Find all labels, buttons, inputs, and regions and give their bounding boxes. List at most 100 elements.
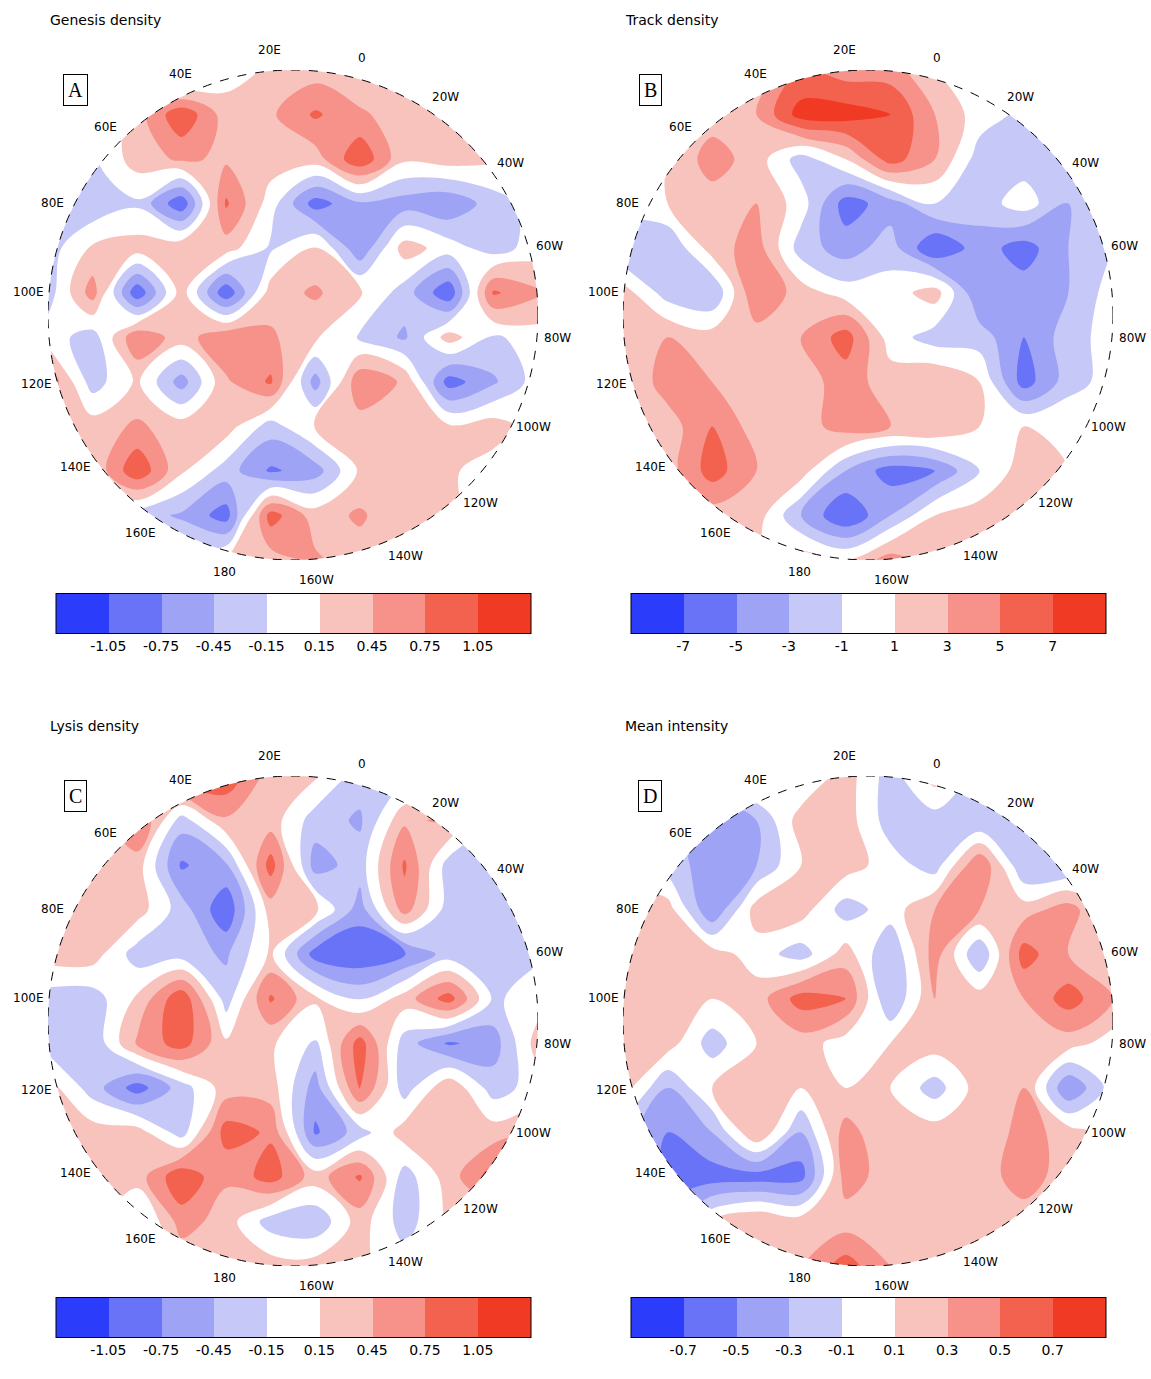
svg-text:120W: 120W [1038,1202,1073,1216]
svg-text:-3: -3 [782,638,796,654]
svg-text:20E: 20E [833,43,856,57]
svg-text:0.75: 0.75 [409,638,440,654]
svg-text:120E: 120E [596,1083,627,1097]
svg-text:80W: 80W [1119,1037,1146,1051]
svg-text:20W: 20W [432,796,459,810]
svg-text:140E: 140E [60,460,91,474]
svg-text:40E: 40E [169,67,192,81]
svg-text:0.7: 0.7 [1042,1342,1064,1358]
svg-text:-7: -7 [676,638,690,654]
svg-text:60E: 60E [669,120,692,134]
svg-text:120W: 120W [463,1202,498,1216]
svg-text:80W: 80W [544,331,571,345]
svg-text:Mean intensity: Mean intensity [625,718,728,734]
svg-text:120W: 120W [463,496,498,510]
svg-text:5: 5 [995,638,1004,654]
svg-text:20E: 20E [258,43,281,57]
svg-text:-0.7: -0.7 [670,1342,697,1358]
svg-text:-0.3: -0.3 [775,1342,802,1358]
svg-text:D: D [643,785,657,807]
svg-text:140E: 140E [60,1166,91,1180]
svg-text:20E: 20E [833,749,856,763]
svg-text:-0.45: -0.45 [196,638,232,654]
svg-text:60W: 60W [1111,945,1138,959]
svg-text:160E: 160E [700,1232,731,1246]
svg-text:Lysis density: Lysis density [50,718,139,734]
svg-text:0.15: 0.15 [304,638,335,654]
svg-text:0: 0 [358,51,366,65]
svg-text:160W: 160W [299,1279,334,1293]
svg-text:40W: 40W [497,862,524,876]
svg-text:60E: 60E [94,826,117,840]
svg-text:0.5: 0.5 [989,1342,1011,1358]
svg-text:180: 180 [213,565,236,579]
svg-text:40W: 40W [497,156,524,170]
svg-text:B: B [644,79,657,101]
svg-text:160E: 160E [700,526,731,540]
svg-text:180: 180 [788,1271,811,1285]
svg-text:80E: 80E [616,902,639,916]
svg-text:60W: 60W [536,945,563,959]
svg-text:-0.15: -0.15 [248,638,284,654]
svg-text:-0.5: -0.5 [722,1342,749,1358]
svg-text:40E: 40E [744,773,767,787]
svg-text:1: 1 [890,638,899,654]
svg-text:120W: 120W [1038,496,1073,510]
svg-text:100W: 100W [516,420,551,434]
svg-text:80E: 80E [616,196,639,210]
svg-text:100E: 100E [13,285,44,299]
svg-text:40E: 40E [169,773,192,787]
svg-text:140E: 140E [635,460,666,474]
svg-text:7: 7 [1048,638,1057,654]
svg-text:160W: 160W [874,573,909,587]
svg-text:0: 0 [933,51,941,65]
svg-text:Track density: Track density [625,12,718,28]
svg-text:-1: -1 [835,638,849,654]
svg-text:C: C [69,785,82,807]
svg-text:20W: 20W [432,90,459,104]
svg-text:80E: 80E [41,196,64,210]
svg-text:180: 180 [213,1271,236,1285]
svg-text:120E: 120E [21,1083,52,1097]
svg-text:140W: 140W [388,549,423,563]
svg-text:0.45: 0.45 [357,1342,388,1358]
svg-text:100E: 100E [13,991,44,1005]
svg-text:60E: 60E [669,826,692,840]
svg-text:0.3: 0.3 [936,1342,958,1358]
svg-text:-0.75: -0.75 [143,1342,179,1358]
svg-text:0: 0 [933,757,941,771]
svg-text:100W: 100W [516,1126,551,1140]
svg-text:-0.75: -0.75 [143,638,179,654]
svg-text:0.45: 0.45 [357,638,388,654]
svg-text:3: 3 [943,638,952,654]
svg-text:20W: 20W [1007,796,1034,810]
svg-text:100W: 100W [1091,1126,1126,1140]
svg-text:20E: 20E [258,749,281,763]
svg-text:20W: 20W [1007,90,1034,104]
svg-text:60W: 60W [1111,239,1138,253]
svg-text:100E: 100E [588,991,619,1005]
svg-text:60W: 60W [536,239,563,253]
svg-text:40E: 40E [744,67,767,81]
svg-text:140E: 140E [635,1166,666,1180]
svg-text:120E: 120E [596,377,627,391]
svg-text:1.05: 1.05 [462,638,493,654]
svg-text:140W: 140W [963,1255,998,1269]
svg-text:40W: 40W [1072,156,1099,170]
svg-text:100E: 100E [588,285,619,299]
svg-text:80W: 80W [1119,331,1146,345]
svg-text:-1.05: -1.05 [90,638,126,654]
svg-text:0.75: 0.75 [409,1342,440,1358]
svg-text:0: 0 [358,757,366,771]
svg-text:140W: 140W [388,1255,423,1269]
svg-text:100W: 100W [1091,420,1126,434]
svg-text:80E: 80E [41,902,64,916]
svg-text:-5: -5 [729,638,743,654]
svg-text:140W: 140W [963,549,998,563]
svg-text:-1.05: -1.05 [90,1342,126,1358]
svg-text:160E: 160E [125,526,156,540]
svg-text:-0.1: -0.1 [828,1342,855,1358]
svg-text:80W: 80W [544,1037,571,1051]
svg-text:40W: 40W [1072,862,1099,876]
svg-text:160E: 160E [125,1232,156,1246]
